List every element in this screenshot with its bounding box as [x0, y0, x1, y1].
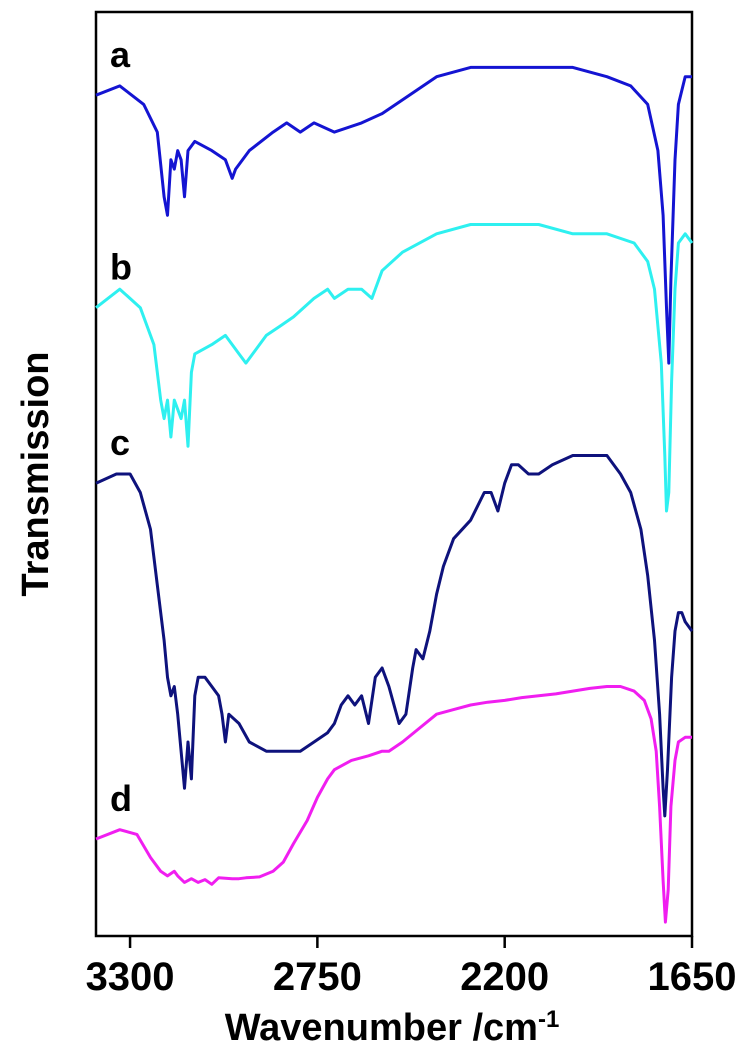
- plot-frame: [94, 10, 694, 938]
- series-line-d: [95, 685, 692, 924]
- series-lines: [95, 65, 694, 924]
- x-tick-label: 3300: [86, 955, 175, 999]
- y-axis-title: Transmission: [15, 352, 57, 597]
- x-tick-label: 1650: [648, 955, 737, 999]
- series-label-d: d: [110, 778, 132, 819]
- series-line-b: [95, 223, 694, 513]
- x-axis-title: Wavenumber /cm-1: [225, 1006, 560, 1050]
- x-axis-title-superscript: -1: [538, 1006, 559, 1033]
- x-tick-label: 2200: [460, 955, 549, 999]
- series-label-a: a: [110, 34, 131, 75]
- series-label-c: c: [110, 422, 130, 463]
- series-label-b: b: [110, 247, 132, 288]
- series-labels: a b c d: [110, 34, 132, 819]
- series-line-c: [95, 454, 694, 818]
- x-tick-label: 2750: [273, 955, 362, 999]
- series-line-a: [95, 65, 692, 365]
- x-axis-title-main: Wavenumber /cm: [225, 1007, 538, 1049]
- x-axis-ticks: 3300 2750 2200 1650: [86, 936, 737, 999]
